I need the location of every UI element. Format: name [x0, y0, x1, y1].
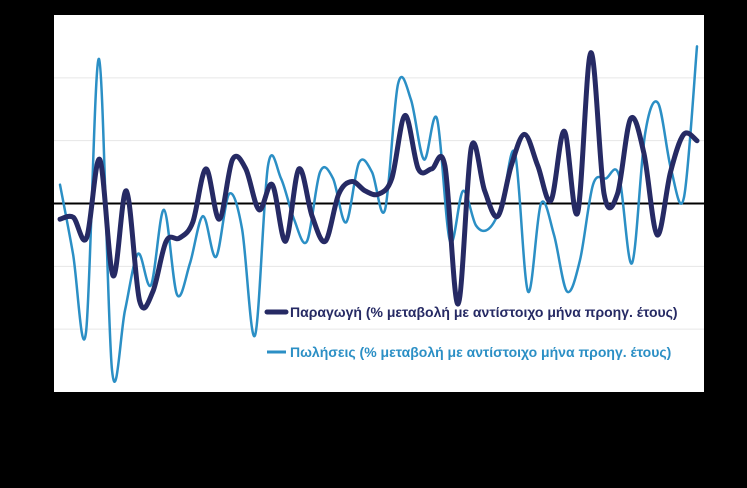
legend-label-production: Παραγωγή (% μεταβολή με αντίστοιχο μήνα … [290, 304, 678, 320]
legend: Παραγωγή (% μεταβολή με αντίστοιχο μήνα … [264, 304, 678, 360]
series-line-production [57, 50, 700, 311]
series-lines [57, 45, 700, 383]
legend-label-sales: Πωλήσεις (% μεταβολή με αντίστοιχο μήνα … [290, 344, 671, 360]
series-line-sales [58, 45, 699, 383]
